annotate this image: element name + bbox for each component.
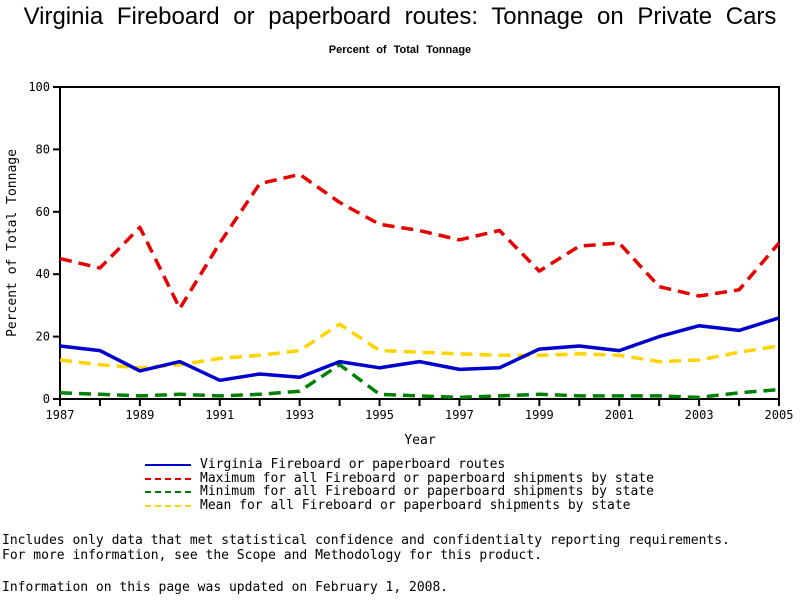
y-tick-label: 0 (43, 392, 50, 406)
legend-item-minimum: Minimum for all Fireboard or paperboard … (145, 485, 654, 499)
y-tick-label: 20 (36, 330, 50, 344)
legend-swatch-virginia-line (145, 464, 191, 466)
plot-area: Year Percent of Total Tonnage 0 20 40 60 80 1… (5, 80, 794, 448)
series-line-3 (59, 322, 780, 370)
x-tick-label: 2003 (685, 408, 714, 422)
legend-swatch-mean-line (145, 504, 191, 507)
y-tick-label: 40 (36, 267, 50, 281)
legend-item-mean: Mean for all Fireboard or paperboard shi… (145, 497, 654, 513)
y-axis-title: Percent of Total Tonnage (5, 149, 20, 337)
plot-frame (59, 86, 780, 400)
x-tick-label: 2001 (605, 408, 634, 422)
y-tick-label: 100 (28, 80, 50, 94)
series-line-0 (59, 316, 780, 383)
x-tick-label: 1995 (365, 408, 394, 422)
x-tick-label: 1987 (46, 408, 75, 422)
legend-label: Virginia Fireboard or paperboard routes (200, 457, 506, 472)
x-tick-label: 1991 (205, 408, 234, 422)
series-line-2 (59, 362, 780, 400)
x-tick-label: 1997 (445, 408, 474, 422)
series-line-1 (59, 172, 781, 311)
footnote-line-2: For more information, see the Scope and … (2, 547, 543, 563)
chart-subtitle: Percent of Total Tonnage (328, 44, 472, 56)
footnotes: Includes only data that met statistical … (2, 533, 730, 563)
legend-label: Minimum for all Fireboard or paperboard … (200, 484, 654, 499)
updated-note: Information on this page was updated on … (2, 580, 449, 595)
y-tick-label: 80 (36, 142, 50, 156)
legend-label: Maximum for all Fireboard or paperboard … (200, 470, 654, 486)
x-tick-label: 2005 (765, 408, 794, 422)
chart-title: Virginia Fireboard or paperboard routes:… (23, 3, 777, 30)
x-tick-label: 1999 (525, 408, 554, 422)
legend-swatch-maximum-line (145, 477, 191, 480)
x-tick-label: 1989 (125, 408, 154, 422)
legend-item-virginia: Virginia Fireboard or paperboard routes (145, 458, 654, 472)
chart-legend: Virginia Fireboard or paperboard routes … (145, 458, 654, 512)
legend-label: Mean for all Fireboard or paperboard shi… (200, 497, 631, 513)
legend-swatch-minimum-line (145, 491, 191, 493)
x-tick-label: 1993 (285, 408, 314, 422)
legend-item-maximum: Maximum for all Fireboard or paperboard … (145, 470, 654, 486)
footnote-line-1: Includes only data that met statistical … (2, 533, 730, 548)
y-tick-label: 60 (36, 205, 50, 219)
x-axis-title: Year (404, 433, 435, 448)
